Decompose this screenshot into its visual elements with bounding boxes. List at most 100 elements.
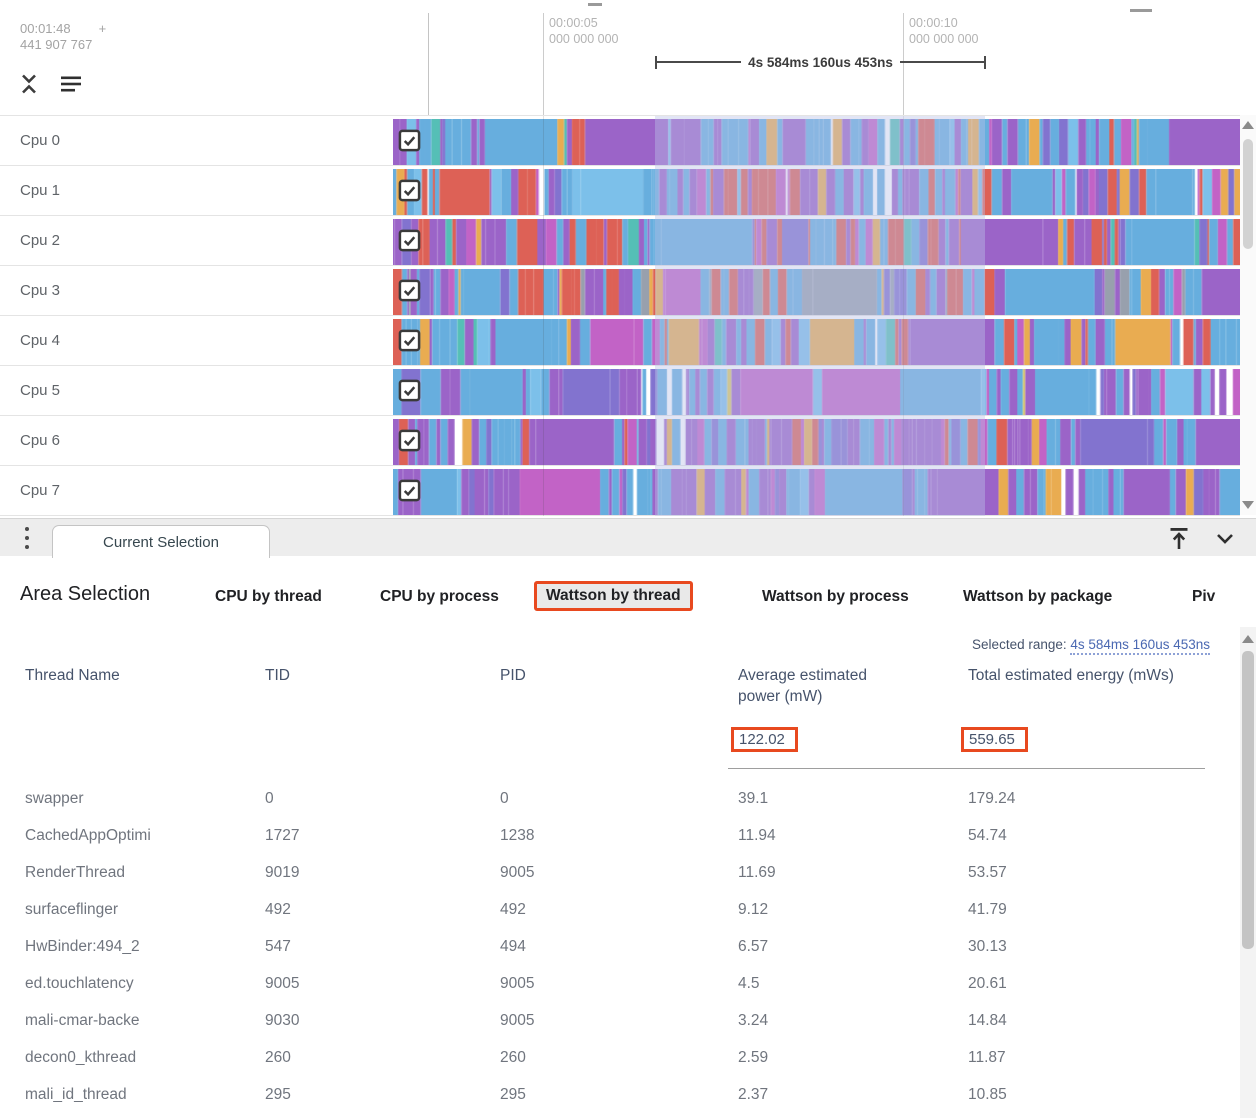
table-scrollbar[interactable] [1240, 627, 1256, 1118]
sched-slices-canvas[interactable] [393, 119, 1240, 165]
timeline-header: 00:01:48 + 441 907 767 00:00:05 [0, 13, 1256, 115]
table-row[interactable]: mali_id_thread 295 295 2.37 10.85 [0, 1076, 1240, 1113]
cpu-track-row: Cpu 2 [0, 216, 1240, 266]
checkbox-checked-icon [398, 279, 421, 302]
column-header[interactable]: PID [500, 667, 526, 684]
track-label: Cpu 1 [20, 182, 61, 199]
track-label-cell[interactable]: Cpu 5 [0, 366, 421, 415]
total-energy-badge: 559.65 [961, 727, 1028, 752]
avg-power-total-value: 122.02 [739, 731, 785, 748]
track-label-cell[interactable]: Cpu 6 [0, 416, 421, 465]
total-energy-cell: 30.13 [968, 938, 1007, 955]
track-label-cell[interactable]: Cpu 2 [0, 216, 421, 265]
checkbox-checked-icon [398, 129, 421, 152]
thread-name-cell: mali_id_thread [25, 1086, 127, 1103]
bracket-line [657, 61, 742, 63]
total-energy-cell: 54.74 [968, 827, 1007, 844]
collapse-all-button[interactable] [16, 71, 42, 97]
track-shell-divider [428, 13, 429, 115]
sched-slices-canvas[interactable] [393, 219, 1240, 265]
current-selection-tab-label: Current Selection [103, 533, 219, 551]
column-header[interactable]: TID [265, 667, 290, 684]
table-row[interactable]: ed.touchlatency 9005 9005 4.5 20.61 [0, 965, 1240, 1002]
total-energy-cell: 11.87 [968, 1049, 1006, 1066]
track-label-cell[interactable]: Cpu 0 [0, 116, 421, 165]
sched-slices-canvas[interactable] [393, 169, 1240, 215]
thread-name-cell: HwBinder:494_2 [25, 938, 140, 955]
checkbox-checked-icon [398, 229, 421, 252]
track-checkbox[interactable] [398, 279, 421, 302]
table-row[interactable]: mali-cmar-backe 9030 9005 3.24 14.84 [0, 1002, 1240, 1039]
cpu-track-row: Cpu 6 [0, 416, 1240, 466]
table-row[interactable]: swapper 0 0 39.1 179.24 [0, 780, 1240, 817]
overview-viewport-handle[interactable] [588, 3, 602, 6]
avg-power-cell: 11.69 [738, 864, 776, 881]
track-list: Cpu 0 Cpu 1 Cpu 2 Cpu 3 Cpu 4 Cpu 5 Cpu 6 Cpu 7 [0, 115, 1240, 516]
sched-slices-canvas[interactable] [393, 319, 1240, 365]
tick-time-ns: 000 000 000 [909, 32, 979, 46]
tid-cell: 9019 [265, 864, 300, 881]
tab-wattson-by-thread[interactable]: Wattson by thread [534, 581, 693, 611]
pid-cell: 260 [500, 1049, 526, 1066]
selected-range-value[interactable]: 4s 584ms 160us 453ns [1070, 637, 1210, 655]
table-row[interactable]: RenderThread 9019 9005 11.69 53.57 [0, 854, 1240, 891]
track-label-cell[interactable]: Cpu 7 [0, 466, 421, 515]
pid-cell: 9005 [500, 864, 535, 881]
track-label-cell[interactable]: Cpu 1 [0, 166, 421, 215]
table-row[interactable]: surfaceflinger 492 492 9.12 41.79 [0, 891, 1240, 928]
track-checkbox[interactable] [398, 429, 421, 452]
scroll-up-arrow[interactable] [1242, 121, 1254, 129]
time-tick-label: 00:00:10 000 000 000 [909, 15, 979, 47]
tab-wattson-by-process[interactable]: Wattson by process [762, 588, 909, 605]
track-scrollbar[interactable] [1240, 115, 1256, 515]
track-checkbox[interactable] [398, 329, 421, 352]
tab-cpu-by-process[interactable]: CPU by process [380, 588, 499, 605]
chevron-down-icon [1217, 534, 1233, 544]
scrollbar-thumb[interactable] [1242, 651, 1254, 949]
sched-slices-canvas[interactable] [393, 419, 1240, 465]
column-header[interactable]: Thread Name [25, 667, 120, 684]
sched-slices-canvas[interactable] [393, 269, 1240, 315]
details-panel-bar: Current Selection [0, 518, 1256, 558]
track-label-cell[interactable]: Cpu 4 [0, 316, 421, 365]
track-checkbox[interactable] [398, 479, 421, 502]
expand-panel-button[interactable] [1166, 525, 1192, 551]
sched-slices-canvas[interactable] [393, 469, 1240, 515]
total-energy-cell: 10.85 [968, 1086, 1007, 1103]
track-filter-button[interactable] [58, 71, 84, 97]
cursor-time: 00:01:48 [20, 21, 71, 36]
tab-wattson-by-package[interactable]: Wattson by package [963, 588, 1113, 605]
checkbox-checked-icon [398, 379, 421, 402]
track-checkbox[interactable] [398, 229, 421, 252]
track-checkbox[interactable] [398, 179, 421, 202]
table-row[interactable]: HwBinder:494_2 547 494 6.57 30.13 [0, 928, 1240, 965]
scrollbar-thumb[interactable] [1243, 139, 1253, 249]
cursor-time-ns: 441 907 767 [20, 37, 93, 52]
tab-cpu-by-thread[interactable]: CPU by thread [215, 588, 322, 605]
vertical-align-top-icon [1170, 528, 1188, 549]
pid-cell: 295 [500, 1086, 526, 1103]
panel-menu-button[interactable] [20, 527, 34, 549]
thread-name-cell: swapper [25, 790, 84, 807]
track-checkbox[interactable] [398, 379, 421, 402]
tab-current-selection[interactable]: Current Selection [52, 525, 270, 558]
pid-cell: 1238 [500, 827, 535, 844]
total-energy-cell: 20.61 [968, 975, 1007, 992]
time-tick-line [903, 13, 904, 115]
avg-power-total-badge: 122.02 [731, 727, 798, 752]
thread-name-cell: CachedAppOptimi [25, 827, 151, 844]
track-label: Cpu 3 [20, 282, 61, 299]
column-header[interactable]: Total estimated energy (mWs) [968, 667, 1174, 684]
cursor-timestamp: 00:01:48 + 441 907 767 [20, 21, 106, 53]
column-header[interactable]: Average estimated power (mW) [738, 667, 867, 705]
track-label-cell[interactable]: Cpu 3 [0, 266, 421, 315]
collapse-panel-button[interactable] [1212, 525, 1238, 551]
tab-piv[interactable]: Piv [1192, 588, 1216, 605]
track-checkbox[interactable] [398, 129, 421, 152]
total-energy-value: 559.65 [969, 731, 1015, 748]
table-row[interactable]: CachedAppOptimi 1727 1238 11.94 54.74 [0, 817, 1240, 854]
table-row[interactable]: decon0_kthread 260 260 2.59 11.87 [0, 1039, 1240, 1076]
scroll-down-arrow[interactable] [1242, 501, 1254, 509]
scroll-up-arrow[interactable] [1242, 635, 1254, 643]
sched-slices-canvas[interactable] [393, 369, 1240, 415]
